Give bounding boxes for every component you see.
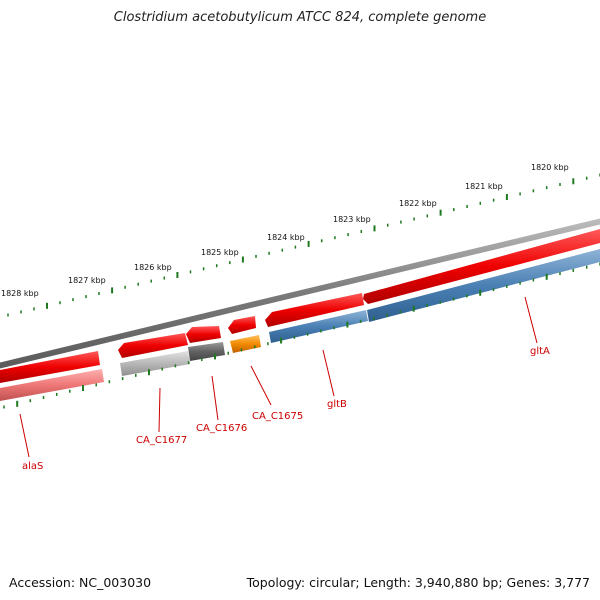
gltB-feature [269,310,368,343]
feature-track [0,249,600,401]
outer-ruler [7,173,600,317]
CA_C1675-leader [250,365,272,406]
ruler-label: 1827 kbp [68,276,106,285]
ruler-label: 1824 kbp [267,233,305,242]
gene-label-CA_C1677: CA_C1677 [136,435,187,446]
gene-label-gltB: gltB [327,399,347,410]
gene-label-alaS: alaS [22,461,43,472]
cds-track [0,229,600,383]
cds-arrow [186,326,221,343]
genome-backbone [0,218,600,369]
ruler-label: 1823 kbp [333,215,371,224]
ruler-label: 1820 kbp [531,163,569,172]
map-title: Clostridium acetobutylicum ATCC 824, com… [113,10,487,25]
accession-text: Accession: NC_003030 [9,575,152,590]
CA_C1675-feature [230,335,261,353]
cds-arrow [118,333,188,358]
alaS-feature [0,369,104,401]
cds-arrow [265,293,364,327]
gltA-leader [524,296,538,344]
ruler-label: 1822 kbp [399,199,437,208]
gene-label-gltA: gltA [530,346,550,357]
ruler-labels: 1820 kbp 1821 kbp 1822 kbp 1823 kbp 1824… [1,163,569,298]
cds-arrow [0,351,100,383]
cds-arrow [228,316,256,334]
gene-label-CA_C1675: CA_C1675 [252,411,303,422]
alaS-leader [19,413,30,458]
ruler-label: 1821 kbp [465,182,503,191]
inner-ruler [3,262,600,409]
ruler-label: 1828 kbp [1,289,39,298]
ruler-label: 1825 kbp [201,248,239,257]
cds-arrow [363,229,600,304]
CA_C1677-leader [158,387,161,433]
ruler-label: 1826 kbp [134,263,172,272]
label-leaders [19,296,538,458]
topology-text: Topology: circular; Length: 3,940,880 bp… [246,575,590,590]
gene-label-CA_C1676: CA_C1676 [196,423,247,434]
gene-labels: gltA gltB CA_C1675 CA_C1676 CA_C1677 ala… [22,346,550,472]
CA_C1676-leader [211,375,219,421]
gltB-leader [322,349,335,397]
CA_C1677-feature [120,351,190,376]
gltA-feature [367,249,600,322]
CA_C1676-feature [188,342,225,361]
